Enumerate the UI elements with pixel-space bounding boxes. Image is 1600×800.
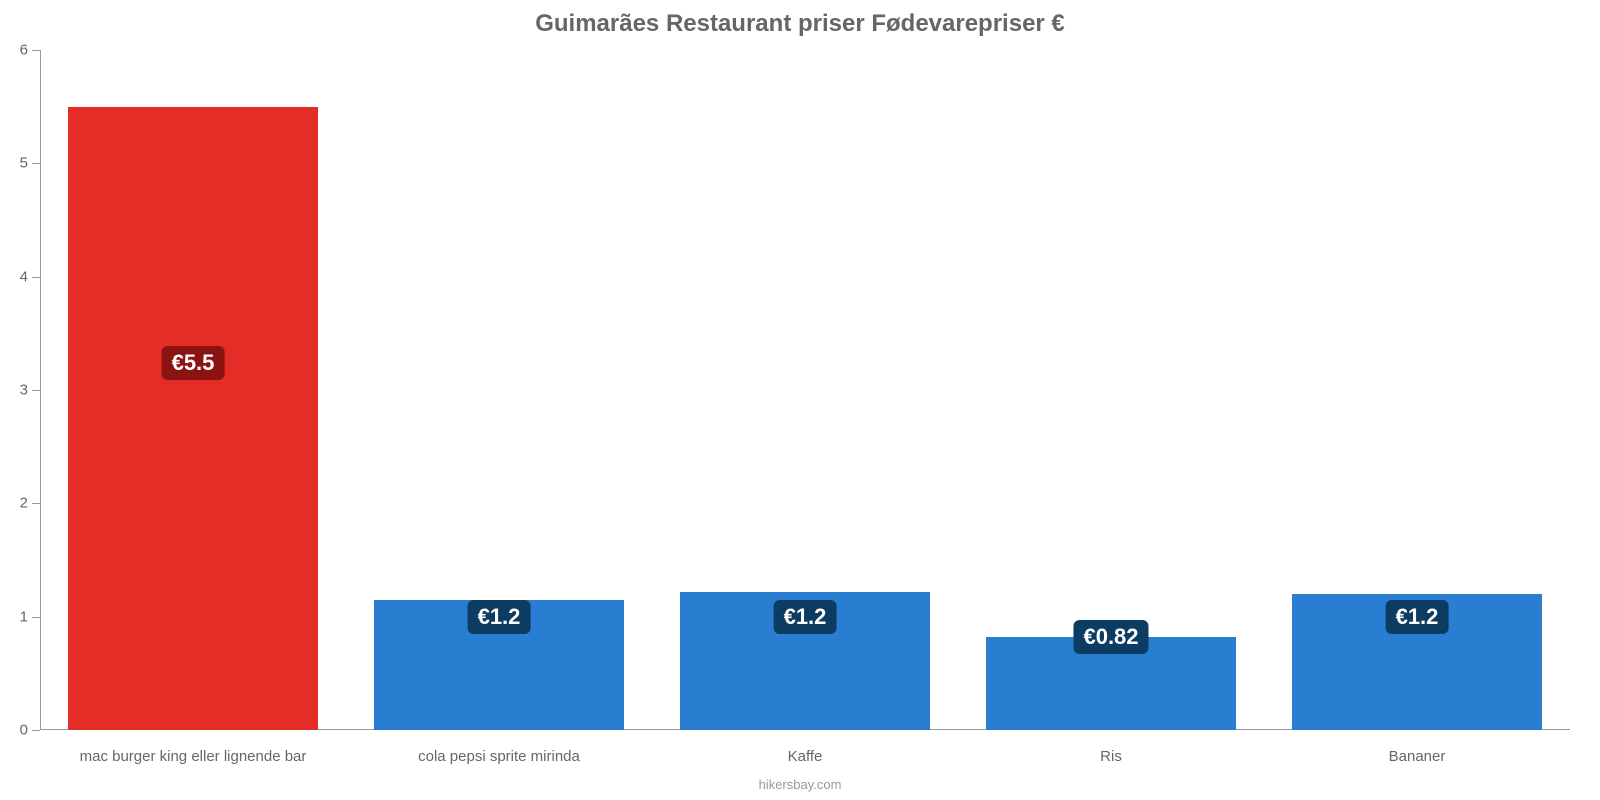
bar-value-badge: €1.2 — [774, 600, 837, 634]
y-axis — [40, 50, 41, 730]
y-tick-label: 0 — [20, 722, 28, 739]
y-tick — [32, 730, 40, 731]
y-tick — [32, 277, 40, 278]
y-tick-label: 5 — [20, 155, 28, 172]
y-tick — [32, 503, 40, 504]
y-tick — [32, 617, 40, 618]
bar-value-badge: €0.82 — [1073, 620, 1148, 654]
bar-value-badge: €1.2 — [1386, 600, 1449, 634]
x-axis-label: Ris — [1100, 748, 1122, 765]
y-tick-label: 3 — [20, 382, 28, 399]
chart-title: Guimarães Restaurant priser Fødevarepris… — [0, 10, 1600, 38]
bar — [68, 107, 319, 730]
bar-value-badge: €5.5 — [162, 346, 225, 380]
y-tick-label: 6 — [20, 42, 28, 59]
y-tick-label: 2 — [20, 495, 28, 512]
x-axis-label: Kaffe — [788, 748, 823, 765]
bar-value-badge: €1.2 — [468, 600, 531, 634]
x-axis-label: Bananer — [1389, 748, 1446, 765]
x-axis-label: mac burger king eller lignende bar — [80, 748, 307, 765]
y-tick-label: 4 — [20, 268, 28, 285]
y-tick — [32, 50, 40, 51]
y-tick — [32, 390, 40, 391]
plot-area: 0123456€5.5mac burger king eller lignend… — [40, 50, 1570, 730]
x-axis-label: cola pepsi sprite mirinda — [418, 748, 580, 765]
y-tick — [32, 163, 40, 164]
y-tick-label: 1 — [20, 608, 28, 625]
attribution-text: hikersbay.com — [0, 777, 1600, 792]
